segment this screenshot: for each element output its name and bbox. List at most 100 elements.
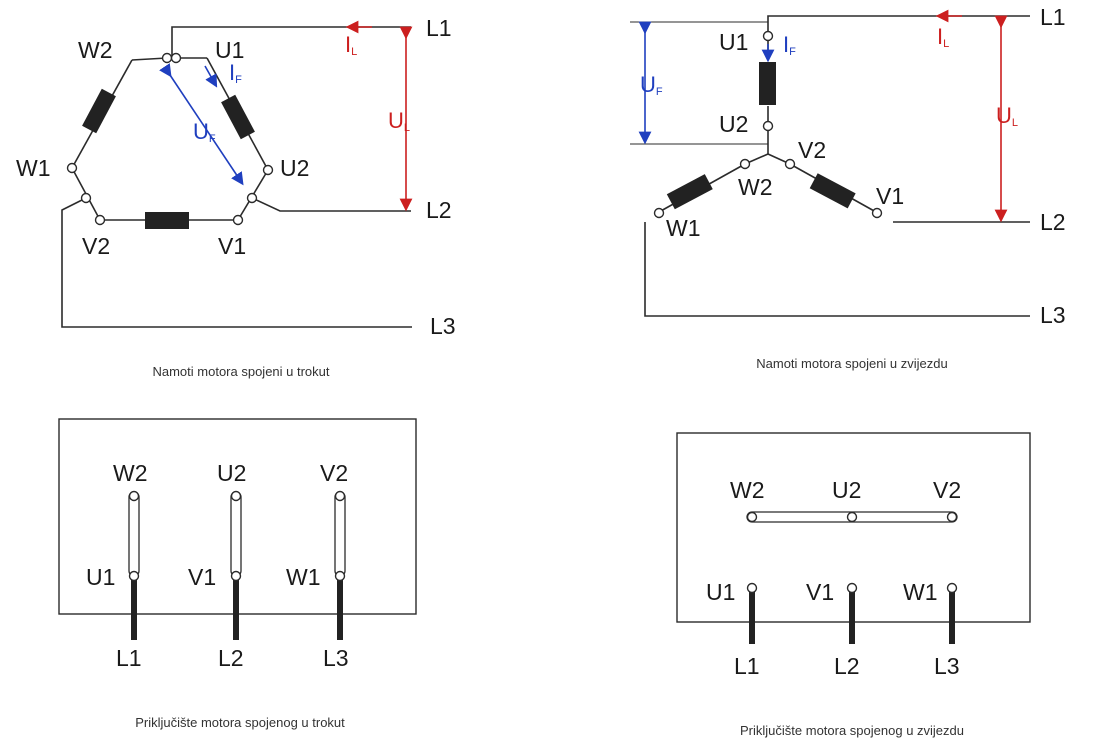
label-u2: U2 [280,155,309,181]
label-u2: U2 [719,111,748,137]
terminal [846,582,858,594]
winding-w [666,174,713,210]
terminal [128,490,140,502]
label-l2: L2 [426,197,452,223]
terminal-v1 [871,207,883,219]
terminal-u1 [170,52,182,64]
terminal [230,570,242,582]
terminal-w2 [739,158,751,170]
supply-wire [233,580,239,640]
label-top: V2 [320,460,348,486]
terminal [946,511,958,523]
label-l3: L3 [1040,302,1066,328]
label-l2: L2 [1040,209,1066,235]
delta-caption: Namoti motora spojeni u trokut [152,364,329,379]
phase-voltage-label: UF [640,72,663,98]
terminal-w1 [653,207,665,219]
winding-v [809,173,856,209]
label-line: L2 [218,645,244,671]
terminal-w1 [66,162,78,174]
terminal [746,511,758,523]
label-u1: U1 [215,37,244,63]
label-v1: V1 [218,233,246,259]
terminal-w1-junction [80,192,92,204]
label-w1: W1 [666,215,701,241]
terminal [746,582,758,594]
supply-wire [749,592,755,644]
terminal-u2 [762,120,774,132]
label-v2: V2 [82,233,110,259]
label-bottom: W1 [286,564,321,590]
label-u1: U1 [719,29,748,55]
terminal-u2 [262,164,274,176]
line-voltage-label: UL [388,108,410,134]
phase-voltage-label: UF [193,119,216,145]
line-current-label: IL [345,32,357,58]
supply-wire [337,580,343,640]
label-top: W2 [113,460,148,486]
terminal [128,570,140,582]
label-l1: L1 [1040,4,1066,30]
phase-current-label: IF [229,60,242,86]
winding-u [221,94,255,140]
line-voltage-label: UL [996,103,1018,129]
star-caption: Namoti motora spojeni u zvijezdu [756,356,947,371]
link-bar [230,491,242,577]
star-diagram: U1 U2 V2 W2 V1 W1 L1 L2 L3 IL IF UF UL N… [630,4,1066,371]
label-top: U2 [217,460,246,486]
label-v1: V1 [876,183,904,209]
label-top: W2 [730,477,765,503]
label-top: V2 [933,477,961,503]
l1-wire [171,26,411,58]
supply-wire [949,592,955,644]
terminal-v1 [232,214,244,226]
winding-u [759,62,776,105]
delta-terminal-box: W2 U2 V2 U1 V1 W1 L1 L2 L3 Priključište … [58,418,417,730]
delta-box-caption: Priključište motora spojenog u trokut [135,715,345,730]
terminal [846,511,858,523]
line-current-label: IL [937,24,949,50]
label-bottom: U1 [706,579,735,605]
l1-wire [767,15,1030,36]
link-bar [128,491,140,577]
phase-current-label: IF [783,32,796,58]
label-top: U2 [832,477,861,503]
l2-wire [251,197,411,212]
label-w2: W2 [78,37,113,63]
label-l1: L1 [426,15,452,41]
label-bottom: V1 [188,564,216,590]
terminal-u2-junction [246,192,258,204]
label-line: L3 [934,653,960,679]
label-bottom: U1 [86,564,115,590]
terminal [946,582,958,594]
delta-diagram: W2 U1 W1 U2 V2 V1 L1 L2 L3 IL IF UL UF N… [16,15,456,379]
label-v2: V2 [798,137,826,163]
terminal [334,570,346,582]
label-w2: W2 [738,174,773,200]
label-l3: L3 [430,313,456,339]
winding-v [145,212,189,229]
l3-wire [644,222,1030,317]
terminal-v2 [784,158,796,170]
label-bottom: W1 [903,579,938,605]
label-w1: W1 [16,155,51,181]
winding-w [82,88,116,134]
terminal-u1 [762,30,774,42]
delta-wire [131,57,168,61]
terminal-w2 [161,52,173,64]
label-line: L1 [734,653,760,679]
star-box-caption: Priključište motora spojenog u zvijezdu [740,723,964,738]
supply-wire [849,592,855,644]
label-line: L3 [323,645,349,671]
label-line: L1 [116,645,142,671]
terminal [334,490,346,502]
link-bar [334,491,346,577]
label-bottom: V1 [806,579,834,605]
label-line: L2 [834,653,860,679]
supply-wire [131,580,137,640]
l3-wire [61,197,412,328]
terminal [230,490,242,502]
star-terminal-box: W2 U2 V2 U1 V1 W1 L1 L2 L3 Priključište … [676,432,1031,738]
terminal-v2 [94,214,106,226]
